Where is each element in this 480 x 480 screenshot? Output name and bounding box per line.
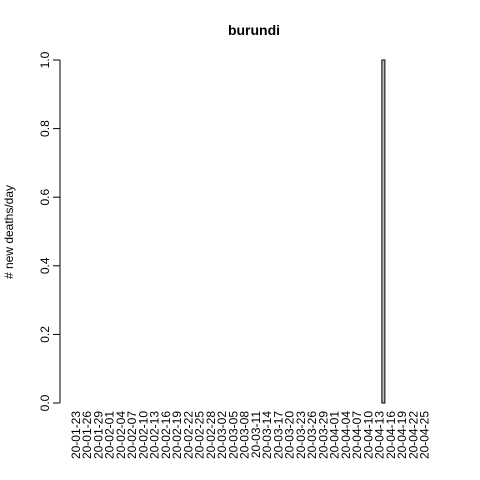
x-tick-label-20-01-29: 20-01-29	[91, 411, 105, 459]
bar-20-04-14	[381, 59, 386, 404]
x-tick-label-20-02-16: 20-02-16	[159, 411, 173, 459]
y-tick-label-0.8: 0.8	[38, 120, 52, 137]
x-tick-label-20-01-26: 20-01-26	[80, 411, 94, 459]
x-tick-label-20-03-11: 20-03-11	[249, 411, 263, 458]
x-tick-label-20-03-05: 20-03-05	[226, 411, 240, 459]
x-tick-label-20-02-19: 20-02-19	[170, 411, 184, 459]
chart-title: burundi	[228, 22, 280, 38]
x-tick-label-20-03-08: 20-03-08	[238, 411, 252, 459]
x-tick-label-20-02-25: 20-02-25	[193, 411, 207, 459]
x-tick-label-20-03-17: 20-03-17	[271, 411, 285, 459]
x-tick-label-20-03-23: 20-03-23	[294, 411, 308, 459]
x-tick-label-20-04-10: 20-04-10	[361, 411, 375, 459]
x-tick-label-20-04-04: 20-04-04	[339, 411, 353, 459]
y-tick-label-0.0: 0.0	[38, 394, 52, 411]
x-tick-label-20-03-20: 20-03-20	[283, 411, 297, 459]
x-tick-label-20-02-01: 20-02-01	[103, 411, 117, 459]
x-tick-label-20-03-02: 20-03-02	[215, 411, 229, 459]
x-tick-label-20-02-13: 20-02-13	[148, 411, 162, 459]
y-axis-label: # new deaths/day	[2, 185, 16, 279]
x-tick-label-20-03-26: 20-03-26	[305, 411, 319, 459]
x-tick-label-20-02-04: 20-02-04	[114, 411, 128, 459]
x-tick-label-20-03-29: 20-03-29	[316, 411, 330, 459]
x-tick-label-20-02-07: 20-02-07	[125, 411, 139, 459]
x-tick-label-20-04-07: 20-04-07	[350, 411, 364, 459]
x-tick-label-20-03-14: 20-03-14	[260, 411, 274, 459]
y-tick-label-1.0: 1.0	[38, 51, 52, 68]
x-tick-label-20-02-28: 20-02-28	[204, 411, 218, 459]
y-tick-label-0.4: 0.4	[38, 257, 52, 274]
x-tick-label-20-02-10: 20-02-10	[136, 411, 150, 459]
x-tick-label-20-02-22: 20-02-22	[181, 411, 195, 459]
y-tick-label-0.6: 0.6	[38, 189, 52, 206]
x-tick-label-20-04-16: 20-04-16	[384, 411, 398, 459]
x-tick-label-20-04-22: 20-04-22	[406, 411, 420, 459]
x-tick-label-20-01-23: 20-01-23	[69, 411, 83, 459]
x-tick-label-20-04-19: 20-04-19	[395, 411, 409, 459]
x-tick-label-20-04-01: 20-04-01	[328, 411, 342, 459]
x-tick-label-20-04-13: 20-04-13	[373, 411, 387, 459]
x-tick-label-20-04-25: 20-04-25	[418, 411, 432, 459]
y-tick-label-0.2: 0.2	[38, 326, 52, 343]
